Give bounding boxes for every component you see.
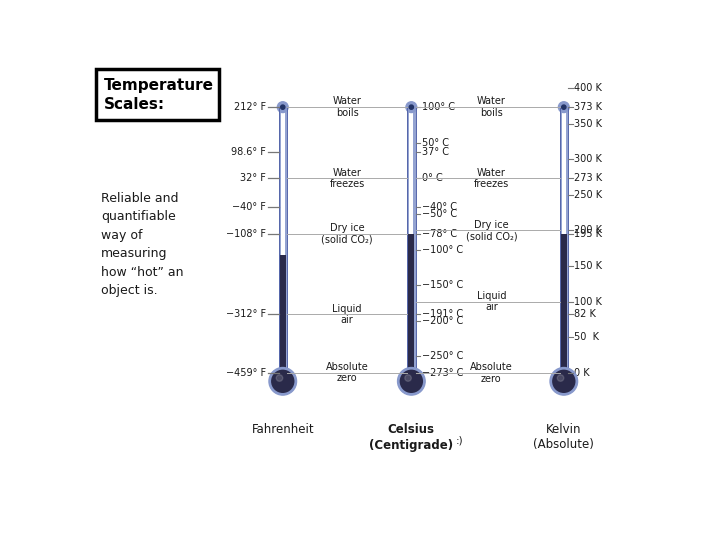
- Text: −78° C: −78° C: [422, 229, 457, 239]
- Text: −150° C: −150° C: [422, 280, 463, 290]
- Text: Fahrenheit: Fahrenheit: [251, 423, 314, 436]
- Circle shape: [277, 102, 288, 112]
- Circle shape: [398, 368, 425, 394]
- Circle shape: [270, 368, 296, 394]
- Circle shape: [281, 105, 285, 109]
- Text: −50° C: −50° C: [422, 209, 457, 219]
- Text: 200 K: 200 K: [575, 225, 602, 235]
- Bar: [561, 234, 567, 379]
- Bar: [284, 107, 287, 373]
- Text: −191° C: −191° C: [422, 309, 463, 319]
- Bar: [279, 107, 281, 373]
- Bar: [279, 107, 287, 373]
- Text: 373 K: 373 K: [575, 102, 602, 112]
- Text: 32° F: 32° F: [240, 173, 266, 184]
- Text: Reliable and
quantifiable
way of
measuring
how “hot” an
object is.: Reliable and quantifiable way of measuri…: [101, 192, 184, 298]
- Text: 195 K: 195 K: [575, 229, 602, 239]
- Circle shape: [405, 375, 411, 381]
- Circle shape: [406, 102, 417, 112]
- Text: −200° C: −200° C: [422, 316, 463, 326]
- Bar: [559, 107, 568, 373]
- Bar: [279, 255, 286, 379]
- Text: 50  K: 50 K: [575, 332, 599, 342]
- Text: 100° C: 100° C: [422, 102, 455, 112]
- Text: Absolute
zero: Absolute zero: [325, 362, 369, 383]
- Circle shape: [559, 102, 570, 112]
- Text: −100° C: −100° C: [422, 245, 463, 254]
- Text: Dry ice
(solid CO₂): Dry ice (solid CO₂): [466, 220, 517, 241]
- Bar: [559, 107, 562, 373]
- Text: 350 K: 350 K: [575, 119, 602, 129]
- Text: :): :): [455, 435, 463, 445]
- Text: −312° F: −312° F: [226, 309, 266, 319]
- Text: −108° F: −108° F: [226, 229, 266, 239]
- Text: 50° C: 50° C: [422, 138, 449, 148]
- Text: Water
freezes: Water freezes: [330, 167, 365, 189]
- Bar: [566, 107, 568, 373]
- Text: 100 K: 100 K: [575, 296, 602, 307]
- Bar: [408, 234, 415, 379]
- Text: Liquid
air: Liquid air: [477, 291, 506, 313]
- Text: Water
boils: Water boils: [477, 97, 506, 118]
- Circle shape: [562, 105, 566, 109]
- Text: Absolute
zero: Absolute zero: [470, 362, 513, 383]
- Text: 150 K: 150 K: [575, 261, 602, 271]
- Circle shape: [557, 375, 564, 381]
- Text: Kelvin
(Absolute): Kelvin (Absolute): [534, 423, 594, 451]
- Text: −40° F: −40° F: [233, 202, 266, 212]
- Text: Celsius
(Centigrade): Celsius (Centigrade): [369, 423, 454, 452]
- Text: −459° F: −459° F: [226, 368, 266, 377]
- Bar: [407, 107, 415, 373]
- Bar: [407, 107, 410, 373]
- Text: 98.6° F: 98.6° F: [231, 147, 266, 157]
- Text: 82 K: 82 K: [575, 309, 596, 320]
- Text: Liquid
air: Liquid air: [333, 303, 362, 325]
- FancyBboxPatch shape: [96, 70, 219, 120]
- Text: 300 K: 300 K: [575, 154, 602, 164]
- Text: Dry ice
(solid CO₂): Dry ice (solid CO₂): [321, 223, 373, 245]
- Text: 37° C: 37° C: [422, 147, 449, 157]
- Bar: [413, 107, 415, 373]
- Text: 0° C: 0° C: [422, 173, 443, 184]
- Text: −250° C: −250° C: [422, 352, 463, 361]
- Text: 250 K: 250 K: [575, 190, 603, 200]
- Text: Water
boils: Water boils: [333, 96, 361, 118]
- Text: 212° F: 212° F: [234, 102, 266, 112]
- Text: −273° C: −273° C: [422, 368, 463, 377]
- Text: 400 K: 400 K: [575, 83, 602, 93]
- Text: −40° C: −40° C: [422, 202, 456, 212]
- Text: Water
freezes: Water freezes: [474, 167, 509, 189]
- Circle shape: [551, 368, 577, 394]
- Circle shape: [409, 105, 413, 109]
- Text: 273 K: 273 K: [575, 173, 603, 184]
- Text: Temperature
Scales:: Temperature Scales:: [104, 78, 214, 112]
- Circle shape: [276, 375, 283, 381]
- Text: 0 K: 0 K: [575, 368, 590, 378]
